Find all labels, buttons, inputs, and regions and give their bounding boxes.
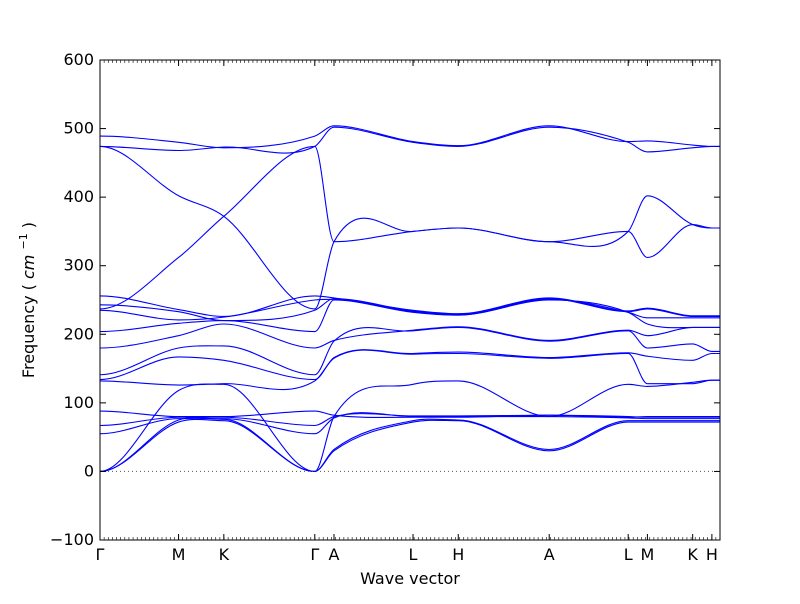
x-tick-label: H	[706, 545, 718, 564]
band-line-14	[100, 295, 720, 318]
y-axis-label-unit-close: )	[19, 222, 38, 228]
y-axis-label-text: Frequency	[19, 295, 38, 378]
y-tick-label: 200	[63, 324, 94, 343]
plot-frame	[99, 59, 721, 541]
x-tick-label: H	[452, 545, 464, 564]
y-tick-label: 600	[63, 50, 94, 69]
y-axis-label: Frequency ( cm −1 )	[12, 222, 38, 378]
band-line-9	[100, 326, 720, 376]
svg-text:Frequency ( cm: Frequency ( cm −1 )	[12, 222, 38, 378]
y-axis-label-unit-open: (	[19, 284, 38, 290]
x-tick-label: L	[409, 545, 418, 564]
x-tick-label: M	[641, 545, 655, 564]
band-line-2	[100, 417, 720, 472]
band-line-1	[100, 418, 720, 472]
x-tick-label: K	[219, 545, 230, 564]
x-tick-label: A	[329, 545, 340, 564]
x-tick-label: M	[172, 545, 186, 564]
y-axis-label-unit-base: cm	[19, 255, 38, 279]
band-line-17	[100, 126, 720, 154]
x-tick-label: A	[544, 545, 555, 564]
y-tick-label: 500	[63, 119, 94, 138]
band-lines	[100, 125, 720, 472]
band-line-6	[100, 410, 720, 418]
x-tick-label: L	[624, 545, 633, 564]
y-tick-label: 100	[63, 393, 94, 412]
band-line-13	[100, 298, 720, 322]
band-line-4	[100, 412, 720, 435]
band-line-12	[100, 298, 720, 321]
band-line-5	[100, 413, 720, 427]
band-line-7	[100, 349, 720, 391]
x-tick-label: K	[687, 545, 698, 564]
y-axis-label-unit-exponent: −1	[17, 233, 30, 249]
band-line-16	[100, 145, 720, 310]
x-axis-label: Wave vector	[360, 569, 460, 588]
y-tick-label: 400	[63, 187, 94, 206]
band-line-8	[100, 349, 720, 381]
y-tick-label: −100	[50, 530, 94, 549]
y-tick-label: 0	[84, 461, 94, 480]
band-line-18	[100, 125, 720, 149]
x-tick-label: Γ	[310, 545, 319, 564]
y-axis-ticks: −100 0 100 200 300 400 500 600	[50, 50, 720, 549]
x-tick-label: Γ	[96, 545, 105, 564]
y-tick-label: 300	[63, 256, 94, 275]
